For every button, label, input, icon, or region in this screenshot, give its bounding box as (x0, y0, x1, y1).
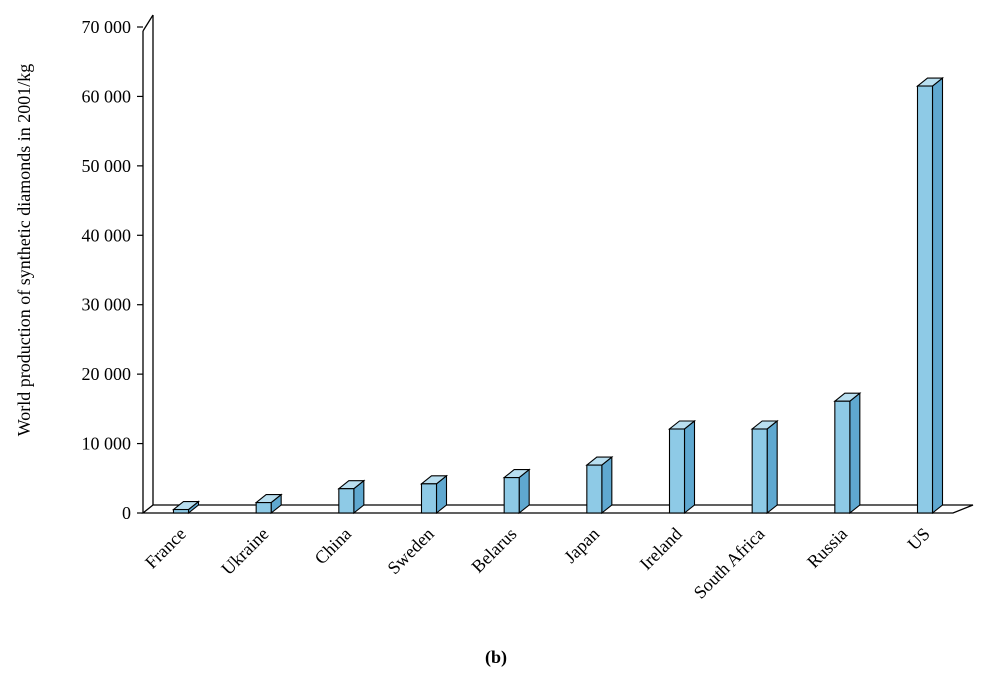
x-category-label: Ukraine (217, 524, 272, 579)
bar-ireland (667, 419, 697, 515)
bar-side (601, 455, 613, 515)
x-axis-labels: France Ukraine China Sweden Belarus Japan Irel… (141, 524, 934, 603)
bar-front (172, 508, 190, 514)
y-tick-label: 20 000 (82, 364, 132, 384)
y-tick-label: 30 000 (82, 295, 132, 315)
bar-side (766, 419, 778, 515)
figure-caption: (b) (485, 647, 507, 668)
bar-front (751, 428, 768, 514)
x-category-label: Ireland (636, 524, 686, 574)
bar-front (338, 488, 355, 514)
y-tick-label: 40 000 (82, 225, 132, 245)
y-axis-top-edge (142, 14, 154, 32)
x-category-label: US (903, 524, 933, 554)
bar-front (586, 464, 603, 514)
bar-france (171, 500, 201, 515)
y-tick-label: 60 000 (82, 86, 132, 106)
bars (171, 76, 945, 515)
bar-front (916, 85, 934, 514)
bar-south-africa (750, 419, 779, 515)
x-category-label: Japan (560, 524, 603, 567)
y-tick-label: 0 (122, 503, 131, 523)
bar-japan (585, 455, 614, 515)
bar-front (834, 400, 851, 514)
y-tick-label: 50 000 (82, 156, 132, 176)
y-axis-ticks: 0 10 000 20 000 30 000 40 000 50 000 60 000 70 … (82, 17, 143, 523)
bar-ukraine (254, 493, 283, 515)
bar-sweden (419, 474, 449, 515)
bar-front (668, 428, 686, 514)
x-category-label: China (311, 524, 356, 569)
bar-belarus (502, 468, 531, 515)
x-category-label: Russia (803, 524, 851, 572)
y-tick-label: 70 000 (82, 17, 132, 37)
x-category-label: France (141, 524, 190, 573)
bar-china (337, 479, 366, 515)
x-category-label: South Africa (690, 524, 769, 603)
y-tick-label: 10 000 (82, 434, 132, 454)
bar-front (420, 483, 438, 514)
bar-russia (833, 392, 862, 515)
x-category-label: Belarus (467, 524, 520, 577)
bar-side (931, 76, 944, 515)
bar-front (255, 502, 272, 514)
y-axis-title: World production of synthetic diamonds i… (14, 64, 34, 437)
x-category-label: Sweden (383, 524, 437, 578)
bar-side (849, 392, 861, 515)
bar-us (915, 76, 945, 515)
bar-side (683, 419, 696, 515)
bar-front (503, 477, 520, 514)
